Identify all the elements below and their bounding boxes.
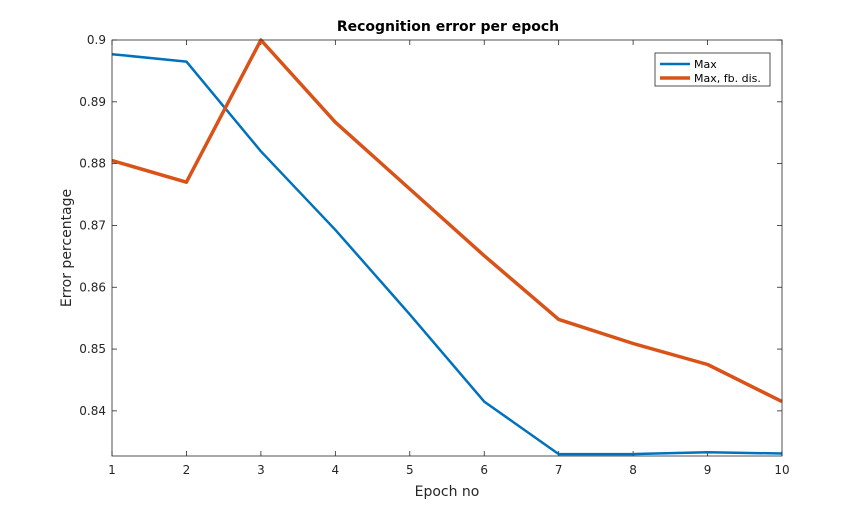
x-tick-label: 6 (480, 463, 488, 477)
x-tick-label: 9 (704, 463, 712, 477)
legend-label-max: Max (694, 58, 717, 71)
series-line-max (111, 52, 783, 456)
y-tick-label: 0.88 (79, 157, 106, 171)
series-line-max-fb-dis (111, 38, 783, 404)
legend: Max Max, fb. dis. (654, 52, 771, 87)
plot-frame (111, 39, 783, 457)
y-tick-label: 0.9 (87, 33, 106, 47)
x-tick-label: 7 (555, 463, 563, 477)
x-axis-label: Epoch no (415, 484, 480, 500)
y-tick-label: 0.85 (79, 342, 106, 356)
y-tick-label: 0.84 (79, 404, 106, 418)
y-tick-label: 0.87 (79, 218, 106, 232)
legend-box (654, 52, 771, 87)
y-axis-label: Error percentage (59, 189, 75, 307)
chart-title: Recognition error per epoch (337, 19, 559, 35)
plot-area (112, 40, 782, 456)
legend-label-max-fb-dis: Max, fb. dis. (694, 72, 761, 85)
x-tick-label: 8 (629, 463, 637, 477)
x-tick-label: 3 (257, 463, 265, 477)
x-tick-label: 5 (406, 463, 414, 477)
x-tick-label: 4 (332, 463, 340, 477)
axis-ticks: 1 2 3 4 5 6 7 8 9 10 0.84 0.85 0.86 0.87 0.88 0.89 0.9 (79, 33, 789, 477)
y-tick-label: 0.89 (79, 95, 106, 109)
x-tick-label: 10 (774, 463, 789, 477)
x-tick-label: 1 (108, 463, 116, 477)
x-tick-label: 2 (183, 463, 191, 477)
series-lines (111, 38, 783, 456)
y-tick-label: 0.86 (79, 280, 106, 294)
